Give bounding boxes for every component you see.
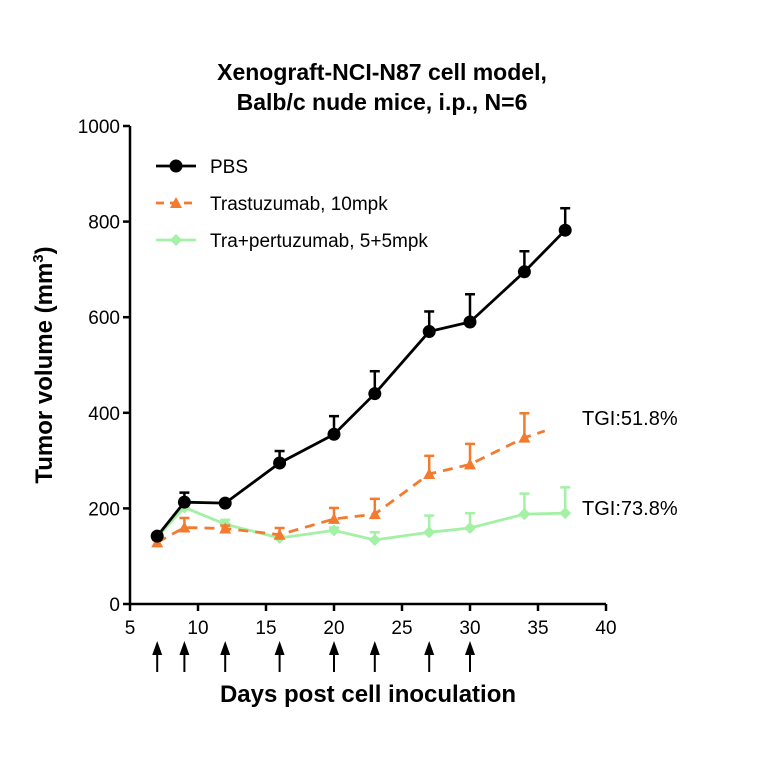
dosing-arrow-head bbox=[152, 641, 163, 655]
dosing-arrow-head bbox=[274, 641, 285, 655]
y-tick-label: 1000 bbox=[78, 117, 120, 138]
data-point bbox=[368, 508, 381, 520]
data-point bbox=[178, 521, 191, 533]
y-tick-label: 200 bbox=[88, 499, 120, 520]
legend-item: Trastuzumab, 10mpk bbox=[156, 194, 388, 215]
legend-marker bbox=[170, 234, 182, 246]
y-tick-label: 600 bbox=[88, 308, 120, 329]
series-0 bbox=[150, 206, 572, 543]
dosing-arrow-head bbox=[465, 641, 475, 655]
data-point bbox=[150, 529, 164, 543]
legend-marker bbox=[169, 159, 183, 173]
legend-item: PBS bbox=[156, 157, 248, 178]
data-point bbox=[177, 495, 191, 509]
data-point bbox=[464, 458, 476, 470]
y-axis-label-close: ) bbox=[31, 246, 58, 254]
dosing-arrow-icon bbox=[465, 641, 475, 672]
series-line bbox=[156, 429, 546, 544]
data-point bbox=[368, 387, 382, 401]
x-tick-label: 25 bbox=[391, 618, 412, 639]
legend: PBS Trastuzumab, 10mpk Tra+pertuzumab, 5+5… bbox=[156, 157, 428, 252]
x-axis-label: Days post cell inoculation bbox=[220, 681, 516, 708]
dosing-arrow-icon bbox=[329, 641, 339, 672]
series-1 bbox=[151, 412, 546, 548]
chart-title-line-1: Xenograft-NCI-N87 cell model, bbox=[217, 59, 547, 85]
legend-label: Tra+pertuzumab, 5+5mpk bbox=[210, 231, 428, 252]
dosing-arrow-icon bbox=[424, 641, 435, 672]
dosing-arrow-icon bbox=[369, 641, 380, 672]
chart-title-line-2: Balb/c nude mice, i.p., N=6 bbox=[237, 89, 528, 115]
x-tick-label: 40 bbox=[595, 618, 616, 639]
data-point bbox=[219, 522, 232, 534]
dosing-arrow-head bbox=[329, 641, 339, 655]
x-tick-label: 30 bbox=[459, 618, 480, 639]
dosing-arrow-head bbox=[369, 641, 380, 655]
series-line bbox=[156, 229, 567, 537]
x-tick-label: 15 bbox=[255, 618, 276, 639]
data-point bbox=[558, 223, 572, 237]
plot-area bbox=[150, 206, 572, 548]
legend-marker bbox=[170, 197, 182, 208]
dosing-arrow-icon bbox=[274, 641, 285, 672]
tgi-annotation-trastuzumab: TGI:51.8% bbox=[582, 408, 678, 430]
data-point bbox=[422, 325, 436, 339]
y-axis-label: Tumor volume (mm3) bbox=[30, 246, 58, 483]
data-point bbox=[368, 533, 381, 546]
data-point bbox=[423, 467, 436, 479]
x-tick-label: 35 bbox=[527, 618, 548, 639]
y-tick-label: 0 bbox=[109, 595, 120, 616]
data-point bbox=[273, 456, 287, 470]
y-axis-label-text: Tumor volume (mm bbox=[31, 263, 58, 484]
dosing-arrow-icon bbox=[220, 641, 231, 672]
x-tick-label: 20 bbox=[323, 618, 344, 639]
dosing-arrow-icon bbox=[179, 641, 190, 672]
data-point bbox=[328, 512, 340, 524]
data-point bbox=[463, 315, 477, 329]
data-point bbox=[273, 528, 286, 540]
data-point bbox=[423, 526, 436, 539]
data-point bbox=[327, 427, 341, 441]
y-tick-label: 400 bbox=[88, 404, 120, 425]
data-point bbox=[517, 265, 531, 279]
x-tick-label: 10 bbox=[187, 618, 208, 639]
tgi-annotation-combo: TGI:73.8% bbox=[582, 498, 678, 520]
y-axis-label-sup: 3 bbox=[30, 254, 47, 262]
dosing-arrow-head bbox=[179, 641, 190, 655]
data-point bbox=[559, 507, 572, 520]
dosing-arrow-head bbox=[424, 641, 435, 655]
data-point bbox=[328, 524, 340, 537]
data-point bbox=[518, 508, 531, 521]
dosing-arrow-icon bbox=[152, 641, 163, 672]
data-point bbox=[218, 496, 232, 510]
x-tick-label: 5 bbox=[125, 618, 136, 639]
legend-label: Trastuzumab, 10mpk bbox=[210, 194, 388, 215]
y-tick-label: 800 bbox=[88, 213, 120, 234]
legend-item: Tra+pertuzumab, 5+5mpk bbox=[156, 231, 428, 252]
legend-label: PBS bbox=[210, 157, 248, 178]
dosing-arrow-head bbox=[220, 641, 231, 655]
data-point bbox=[518, 431, 531, 443]
data-point bbox=[464, 521, 476, 534]
series-line bbox=[156, 505, 566, 542]
